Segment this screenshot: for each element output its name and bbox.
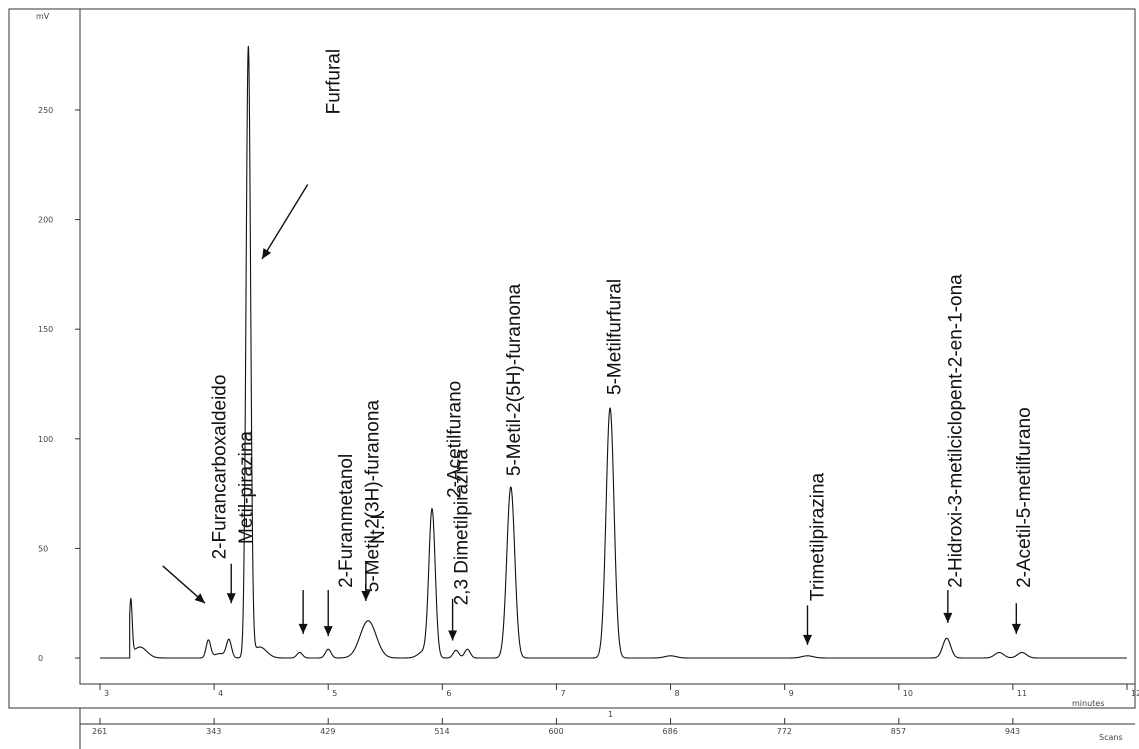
scan-tick-label: 514 <box>434 727 449 736</box>
annotation-arrow-head <box>448 630 458 641</box>
annotation-arrow-head <box>298 623 308 634</box>
peak-label: 2-Furancarboxaldeido <box>210 375 231 560</box>
x-tick-label: 9 <box>789 689 794 698</box>
y-tick-label: 0 <box>38 654 43 663</box>
x-tick-label: 12 <box>1131 689 1139 698</box>
scan-axis-unit: Scans <box>1099 733 1123 742</box>
trace-layer <box>100 45 1127 659</box>
peak-annotations: 2-Furancarboxaldeido Metil-pirazina Furfur… <box>162 49 1035 645</box>
annotation-arrow-head <box>943 612 953 623</box>
peak-label: 2,3 Dimetilpirazina <box>451 449 472 606</box>
x-tick-label: 3 <box>104 689 109 698</box>
scan-tick-label: 686 <box>663 727 678 736</box>
peak-label: 5-Metilfurfural <box>604 279 625 395</box>
annotation-arrow-line <box>261 184 309 260</box>
peak-label: Furfural <box>324 49 345 114</box>
x-tick-label: 11 <box>1017 689 1027 698</box>
x-tick-label: 4 <box>218 689 223 698</box>
scan-axis-ticks: 261 343 429 514 600 686 772 857 943 <box>92 718 1020 736</box>
y-tick-label: 50 <box>38 544 48 553</box>
scan-tick-label: 343 <box>206 727 221 736</box>
scan-tick-label: 429 <box>320 727 335 736</box>
annotation-arrow-head <box>361 591 371 602</box>
peak-label: 2-Acetil-5-metilfurano <box>1014 407 1035 588</box>
peak-label: 2-Acetilfurano <box>445 381 466 498</box>
peak-label: N. I. <box>368 509 389 544</box>
x-axis-ticks: 3 4 5 6 7 8 9 10 11 12 <box>99 684 1139 698</box>
annotation-arrow-head <box>802 634 812 645</box>
peak-label: 5-Metil-2(3H)-furanona <box>362 400 383 593</box>
annotation-arrow-head <box>194 593 205 604</box>
x-tick-label: 7 <box>560 689 565 698</box>
x-axis-unit: minutes <box>1072 699 1104 708</box>
chromatogram-trace <box>100 45 1127 659</box>
scan-tick-label: 600 <box>548 727 563 736</box>
peak-label: 2-Furanmetanol <box>336 454 357 588</box>
scan-tick-label: 261 <box>92 727 107 736</box>
x-tick-label: 5 <box>332 689 337 698</box>
peak-label: 2-Hidroxi-3-metilciclopent-2-en-1-ona <box>946 274 967 588</box>
y-tick-label: 200 <box>38 216 53 225</box>
peak-label: Metil-pirazina <box>236 431 257 544</box>
scan-tick-label: 943 <box>1005 727 1020 736</box>
peak-label: 5-Metil-2(5H)-furanona <box>504 283 525 476</box>
annotation-arrow-head <box>262 248 272 260</box>
scan-tick-label: 857 <box>891 727 906 736</box>
annotation-arrow-head <box>1011 623 1021 634</box>
axis-marker: 1 <box>608 710 613 719</box>
x-tick-label: 10 <box>903 689 913 698</box>
annotation-arrow-head <box>323 626 333 637</box>
x-tick-label: 6 <box>446 689 451 698</box>
y-tick-label: 250 <box>38 106 53 115</box>
y-tick-label: 150 <box>38 325 53 334</box>
y-axis-ticks: 0 50 100 150 200 250 <box>38 106 80 663</box>
peak-label: Trimetilpirazina <box>808 472 829 601</box>
x-tick-label: 8 <box>675 689 680 698</box>
annotation-arrow-head <box>226 593 236 604</box>
y-axis-unit: mV <box>36 12 50 21</box>
y-tick-label: 100 <box>38 435 53 444</box>
scan-tick-label: 772 <box>777 727 792 736</box>
